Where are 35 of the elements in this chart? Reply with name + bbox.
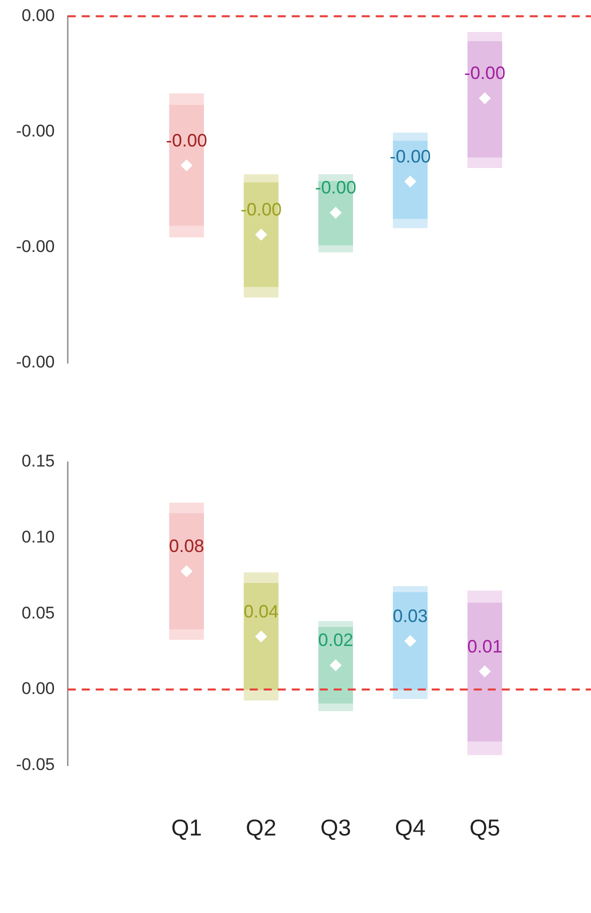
data-label: -0.00 xyxy=(166,130,208,150)
x-tick-label: Q5 xyxy=(469,814,500,841)
data-label: 0.03 xyxy=(392,606,428,626)
data-label: 0.01 xyxy=(467,636,502,656)
y-tick-label: 0.00 xyxy=(22,6,55,25)
data-label: -0.00 xyxy=(464,63,506,84)
point xyxy=(478,665,491,678)
point xyxy=(478,92,491,104)
y-tick-label: -0.00 xyxy=(16,121,55,140)
x-tick-label: Q4 xyxy=(394,814,426,841)
x-tick-label: Q1 xyxy=(171,814,202,841)
bar xyxy=(244,583,278,690)
x-tick-label: Q2 xyxy=(246,814,276,841)
data-label: 0.04 xyxy=(244,601,279,622)
bar xyxy=(169,513,204,630)
y-tick-label: 0.05 xyxy=(22,603,55,622)
point xyxy=(330,206,342,219)
point xyxy=(180,159,193,172)
point xyxy=(404,635,416,648)
x-tick-label: Q3 xyxy=(320,814,352,841)
y-tick-label: -0.00 xyxy=(16,352,55,372)
y-tick-label: 0.10 xyxy=(22,528,55,547)
y-tick-label: -0.05 xyxy=(16,755,55,774)
point xyxy=(404,176,416,188)
y-tick-label: -0.00 xyxy=(16,237,55,256)
point xyxy=(255,630,268,642)
bar xyxy=(467,602,502,742)
point xyxy=(330,659,342,672)
bar xyxy=(318,627,354,704)
y-tick-label: 0.00 xyxy=(22,679,55,698)
data-label: 0.02 xyxy=(318,630,354,650)
point xyxy=(255,228,268,241)
y-tick-label: 0.15 xyxy=(22,452,55,471)
point xyxy=(180,565,193,578)
data-label: 0.08 xyxy=(169,536,204,556)
